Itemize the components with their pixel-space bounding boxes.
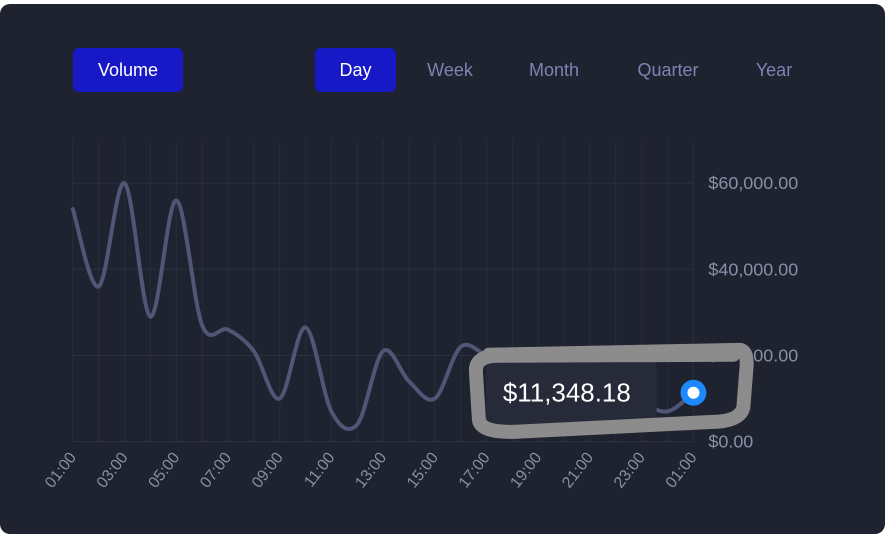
marker-inner xyxy=(687,386,700,399)
tab-week[interactable]: Week xyxy=(427,60,473,80)
tab-day[interactable]: Day xyxy=(315,48,396,92)
tab-month[interactable]: Month xyxy=(528,60,580,80)
tab-year[interactable]: Year xyxy=(755,60,793,80)
x-tick-label: 21:00 xyxy=(559,449,597,491)
volume-button[interactable]: Volume xyxy=(73,48,183,92)
x-tick-label: 15:00 xyxy=(404,449,442,491)
x-tick-label: 07:00 xyxy=(197,449,235,491)
x-tick-label: 11:00 xyxy=(301,449,338,490)
y-tick-label: $0.00 xyxy=(708,432,753,452)
y-tick-label: $60,000.00 xyxy=(708,173,798,193)
y-tick-label: $40,000.00 xyxy=(708,259,798,279)
x-tick-label: 09:00 xyxy=(249,449,287,491)
tooltip-box xyxy=(486,357,657,426)
x-tick-label: 01:00 xyxy=(42,449,80,491)
x-tick-label: 13:00 xyxy=(352,449,390,491)
x-tick-label: 05:00 xyxy=(145,449,183,491)
tooltip-value: $11,348.18 xyxy=(503,380,631,408)
x-axis-ticks: 01:00 03:00 05:00 07:00 09:00 11:00 13:00 15:00… xyxy=(42,449,701,491)
tab-quarter[interactable]: Quarter xyxy=(637,60,699,80)
y-axis-ticks: $0.00$20,000.00$40,000.00$60,000.00 xyxy=(708,173,798,451)
x-tick-label: 23:00 xyxy=(611,449,649,491)
x-tick-label: 03:00 xyxy=(94,449,132,491)
volume-line-chart: $0.00$20,000.00$40,000.00$60,000.00 01:0… xyxy=(42,140,798,491)
x-tick-label: 17:00 xyxy=(456,449,494,491)
tooltip: $11,348.18 xyxy=(486,357,657,426)
hover-marker-point[interactable] xyxy=(680,379,707,406)
x-tick-label: 01:00 xyxy=(663,449,701,491)
highlight-scribble xyxy=(468,342,754,439)
x-tick-label: 19:00 xyxy=(507,449,545,491)
